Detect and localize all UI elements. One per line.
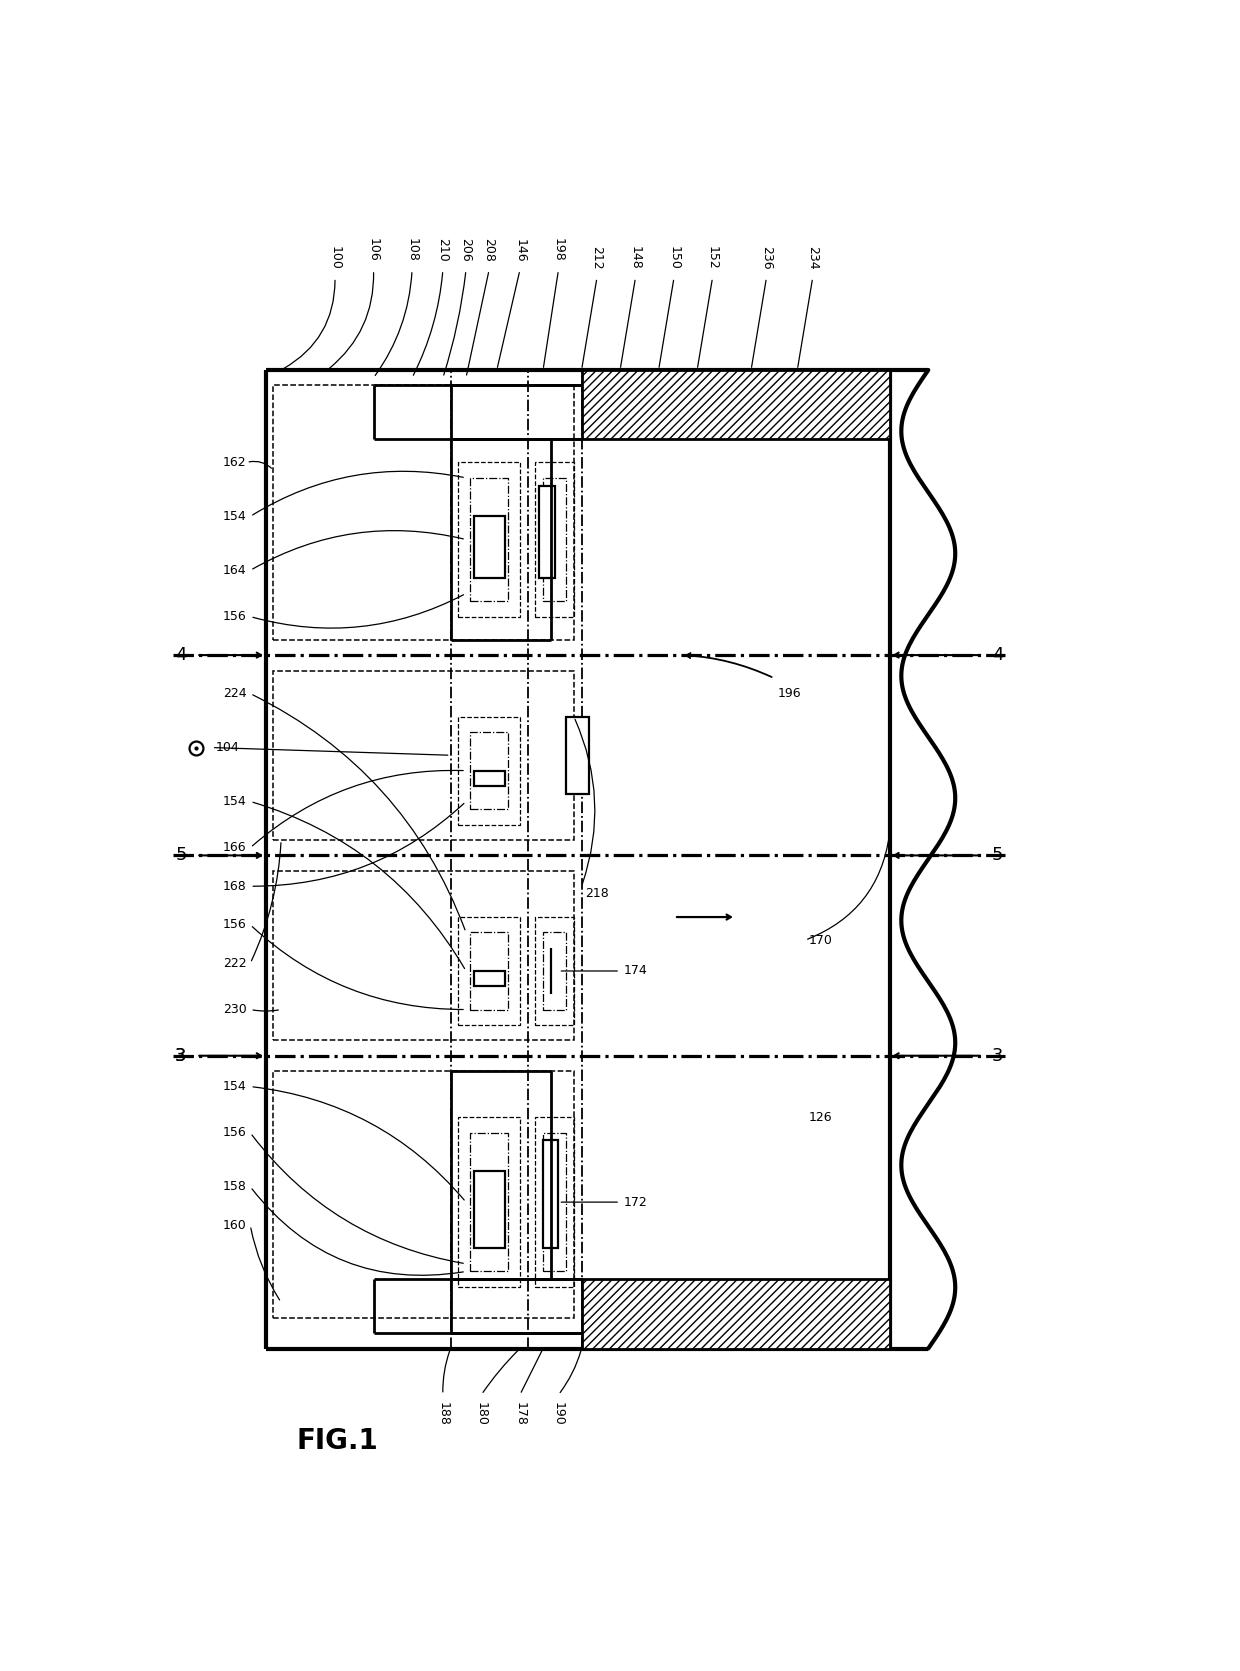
Text: 154: 154 [223,1079,247,1093]
Text: 158: 158 [223,1180,247,1193]
Text: 178: 178 [513,1402,527,1427]
Text: 188: 188 [436,1402,449,1427]
Bar [582,1280,890,1348]
Text: 160: 160 [223,1218,247,1232]
Text: 180: 180 [475,1402,487,1427]
Text: 154: 154 [223,795,247,809]
Text: 236: 236 [760,246,773,269]
Bar [536,917,574,1024]
Text: 208: 208 [482,239,496,262]
Bar [536,1118,574,1287]
Bar [543,1141,558,1248]
Bar [470,732,508,809]
Text: 146: 146 [513,239,527,262]
Text: 106: 106 [367,239,379,262]
Text: 4: 4 [175,647,187,663]
Text: 218: 218 [585,887,609,901]
Text: 198: 198 [552,239,565,262]
Text: 230: 230 [223,1003,247,1016]
Text: 4: 4 [992,647,1003,663]
Bar [459,917,520,1024]
Bar [273,1071,574,1318]
Bar [474,971,505,986]
Bar [459,717,520,824]
Bar [567,717,589,794]
Text: 212: 212 [590,246,604,269]
Bar [273,386,574,640]
Text: 166: 166 [223,841,247,854]
Text: 3: 3 [175,1046,187,1064]
Text: 156: 156 [223,919,247,931]
Bar [536,463,574,617]
Text: 206: 206 [460,239,472,262]
Text: 126: 126 [808,1111,832,1125]
Text: 150: 150 [667,246,681,269]
Text: 164: 164 [223,563,247,576]
Bar [543,932,567,1009]
Text: 156: 156 [223,1126,247,1140]
Text: 5: 5 [992,847,1003,864]
Text: 100: 100 [329,246,341,269]
Text: 108: 108 [405,239,419,262]
Bar [459,463,520,617]
Text: 174: 174 [624,964,647,978]
Text: FIG.1: FIG.1 [296,1427,378,1455]
Text: 152: 152 [706,246,719,269]
Text: 3: 3 [175,1046,187,1064]
Bar [539,486,554,578]
Text: 170: 170 [808,934,832,947]
Text: 234: 234 [806,246,820,269]
Bar [273,670,574,841]
Text: 5: 5 [175,847,187,864]
Bar [474,770,505,785]
Bar [474,516,505,578]
Text: 210: 210 [436,239,449,262]
Bar [470,478,508,602]
Bar [470,932,508,1009]
Text: 224: 224 [223,687,247,700]
Text: 196: 196 [777,687,801,700]
Bar [474,1171,505,1248]
Bar [273,871,574,1041]
Text: 156: 156 [223,610,247,623]
Text: 3: 3 [992,1046,1003,1064]
Text: 190: 190 [552,1402,565,1425]
Bar [582,369,890,439]
Bar [543,478,567,602]
Bar [470,1133,508,1272]
Text: 222: 222 [223,957,247,969]
Bar [459,1118,520,1287]
Text: 162: 162 [223,456,247,470]
Text: 168: 168 [223,879,247,892]
Text: 172: 172 [624,1196,647,1208]
Text: 154: 154 [223,510,247,523]
Bar [543,1133,567,1272]
Text: 104: 104 [216,740,239,754]
Text: 148: 148 [629,246,642,269]
